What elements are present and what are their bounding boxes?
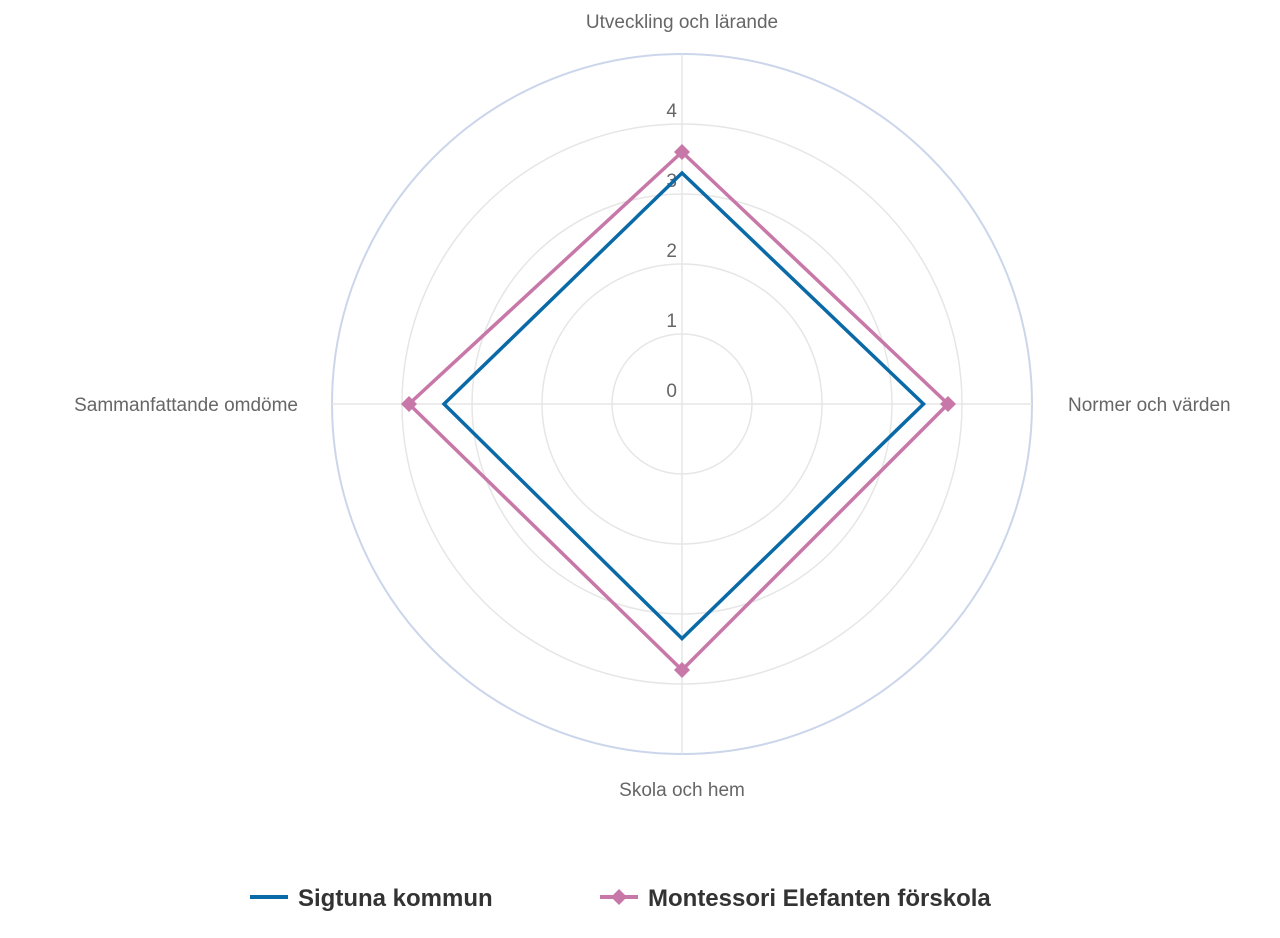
- r-tick-label: 1: [666, 311, 677, 332]
- r-tick-label: 2: [666, 241, 677, 262]
- category-label: Normer och värden: [1068, 395, 1231, 416]
- legend: Sigtuna kommun Montessori Elefanten försk…: [250, 885, 991, 912]
- series-lines: [401, 144, 956, 678]
- r-tick-label: 0: [666, 381, 677, 402]
- legend-label: Montessori Elefanten förskola: [648, 885, 991, 912]
- series-line: [441, 170, 927, 641]
- data-point: [401, 396, 417, 412]
- legend-label: Sigtuna kommun: [298, 885, 493, 912]
- legend-marker: [611, 889, 627, 905]
- category-label: Skola och hem: [619, 780, 745, 801]
- data-point: [940, 396, 956, 412]
- category-label: Utveckling och lärande: [586, 12, 778, 33]
- data-point: [674, 662, 690, 678]
- series-line: [406, 149, 951, 673]
- category-label: Sammanfattande omdöme: [74, 395, 298, 416]
- category-labels: Utveckling och lärande Normer och värden S…: [74, 12, 1231, 801]
- r-tick-label: 4: [666, 101, 677, 122]
- data-point: [674, 144, 690, 160]
